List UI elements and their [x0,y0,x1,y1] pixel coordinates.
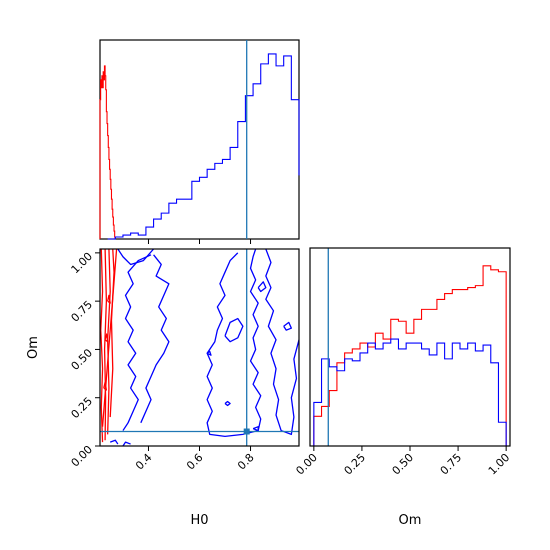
hist-bottom-right-series [313,265,507,446]
panel-hist-bottom-right: 0.00 0.25 0.50 0.75 1.00 Om [293,247,512,528]
panel-hist-top-left [99,39,300,244]
panel-hist-top-left-frame [99,39,300,240]
contour-line-blue [252,426,259,432]
contour-y-tick-label: 0.50 [69,346,96,373]
contour-line-blue [122,441,131,446]
contour-line-blue [257,281,267,293]
hist-bottom-right-x-tick-label: 0.50 [390,451,417,478]
contour-line-red [107,294,111,304]
contour-line-red [104,333,109,343]
contour-truth-point [243,428,250,435]
hist-top-left-ticks [147,239,252,244]
contour-line-red [103,381,108,391]
contour-x-tick-label: 0.6 [184,451,206,473]
contour-x-tick-label: 0.8 [235,451,257,473]
hist-top-left-series [99,53,300,240]
contour-y-axis-label: Om [26,336,41,359]
hist-top-left-series-red [99,65,116,239]
contour-line-blue [224,400,231,407]
hist-bottom-right-x-tick-label: 1.00 [486,451,513,478]
contour-x-axis-label: H0 [190,513,208,528]
hist-bottom-right-x-tick-label: 0.75 [438,451,465,478]
contour-x-tick-label: 0.4 [133,451,155,473]
contour-line-blue [122,254,152,431]
contour-x-ticks: 0.4 0.6 0.8 [133,446,257,472]
panel-contour: 0.4 0.6 0.8 0.00 0.25 0.50 0.75 1.00 H0 Om [26,248,300,528]
contour-line-red [100,249,104,443]
hist-bottom-right-series-red [313,265,507,446]
contour-line-blue [265,249,299,436]
contour-y-tick-label: 1.00 [69,250,96,277]
contour-line-red [103,249,108,441]
contour-line-blue [283,321,293,331]
contour-y-ticks: 0.00 0.25 0.50 0.75 1.00 [69,250,100,470]
hist-top-left-series-blue [107,53,300,240]
contour-line-red [101,249,118,427]
hist-bottom-right-series-blue [313,338,507,446]
contour-y-tick-label: 0.75 [69,298,96,325]
contour-line-red [109,249,115,418]
contour-line-blue [109,439,119,445]
hist-bottom-right-x-tick-label: 0.25 [342,451,369,478]
contour-line-blue [224,317,244,343]
contour-line-blue [140,254,170,424]
contour-y-tick-label: 0.00 [69,443,96,470]
contour-truth-lines [100,249,299,446]
contour-y-tick-label: 0.25 [69,395,96,422]
contour-line-blue [206,249,262,437]
panel-contour-frame [99,248,300,447]
panel-hist-bottom-right-frame [309,247,511,447]
contour-line-blue [206,350,212,356]
hist-bottom-right-x-tick-label: 0.00 [293,451,320,478]
hist-bottom-right-ticks: 0.00 0.25 0.50 0.75 1.00 [293,446,512,477]
hist-bottom-right-x-axis-label: Om [399,513,422,528]
contour-lines [100,249,299,446]
